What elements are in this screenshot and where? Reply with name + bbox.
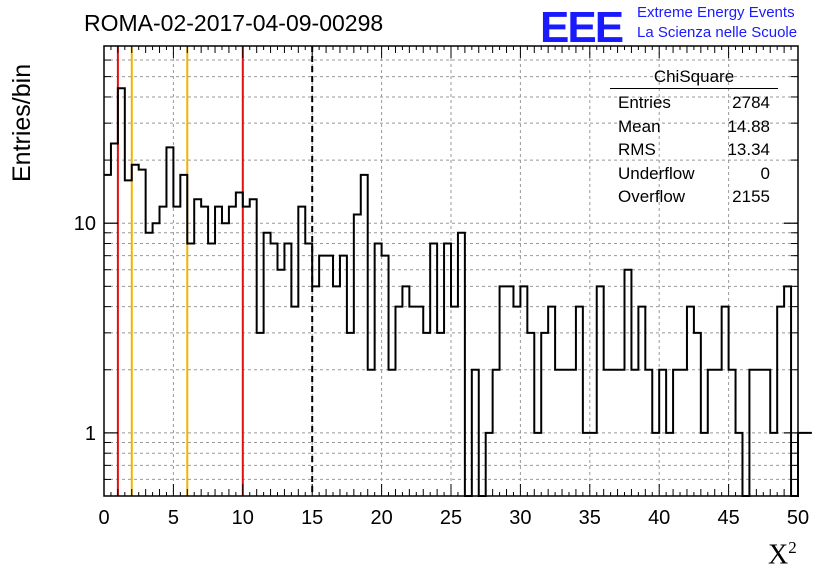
histogram-bin	[173, 207, 180, 496]
histogram-bin	[507, 286, 514, 496]
stats-value: 2155	[732, 187, 770, 206]
histogram-bin	[437, 333, 444, 496]
histogram-bin	[798, 433, 805, 496]
histogram-bin	[257, 333, 264, 496]
x-tick-label: 10	[232, 507, 254, 529]
stats-label: Overflow	[618, 187, 686, 206]
stats-value: 14.88	[727, 116, 770, 136]
stats-divider	[610, 88, 778, 89]
stats-label: Underflow	[618, 163, 695, 183]
logo-line-1: Extreme Energy Events	[637, 4, 795, 21]
histogram-bin	[722, 307, 729, 496]
y-tick-label: 1	[85, 423, 96, 445]
histogram-bin	[340, 256, 347, 496]
stats-row: Entries 2784	[610, 91, 778, 115]
histogram-bin	[354, 215, 361, 496]
histogram-bin	[278, 270, 285, 496]
histogram-bin	[298, 207, 305, 496]
histogram-bin	[118, 88, 125, 496]
histogram-bin	[541, 333, 548, 496]
histogram-bin	[333, 286, 340, 496]
histogram-bin	[402, 286, 409, 496]
histogram-bin	[153, 223, 160, 496]
stats-row: Mean 14.88	[610, 115, 778, 139]
histogram-bin	[527, 333, 534, 496]
x-tick-label: 5	[168, 507, 179, 529]
histogram-bin	[694, 333, 701, 496]
histogram-bin	[319, 256, 326, 496]
eee-logo: EEE	[540, 3, 624, 52]
histogram-bin	[146, 233, 153, 496]
stats-value: 0	[760, 163, 770, 183]
stats-value: 13.34	[727, 140, 770, 159]
x-axis-title-base: X	[768, 539, 789, 571]
histogram-outline	[104, 87, 812, 497]
histogram-bin	[395, 307, 402, 496]
x-tick-label: 15	[301, 507, 323, 529]
histogram-bin	[520, 286, 527, 496]
stats-label: Mean	[618, 116, 661, 136]
histogram-bin	[312, 286, 319, 496]
histogram-bin	[243, 207, 250, 496]
histogram-bin	[160, 207, 167, 496]
x-tick-label: 40	[648, 507, 670, 529]
histogram-bin	[264, 233, 271, 496]
x-tick-label: 50	[787, 507, 809, 529]
stats-title: ChiSquare	[653, 67, 735, 86]
histogram-bin	[201, 207, 208, 496]
x-tick-label: 35	[579, 507, 601, 529]
x-axis-title: X2	[768, 538, 797, 571]
histogram-bin	[625, 270, 632, 496]
histogram-bin	[229, 207, 236, 496]
y-tick-label: 10	[74, 213, 96, 235]
histogram-bin	[784, 286, 791, 496]
stats-row: Overflow 2155	[610, 185, 778, 209]
stats-box: ChiSquare Entries 2784 Mean 14.88 RMS 13.34 Un…	[610, 66, 778, 209]
x-tick-label: 45	[717, 507, 739, 529]
x-tick-label: 25	[440, 507, 462, 529]
y-axis-title: Entries/bin	[8, 63, 36, 182]
histogram-bin	[236, 193, 243, 496]
stats-row: Underflow 0	[610, 162, 778, 186]
x-axis-title-exponent: 2	[788, 538, 797, 557]
histogram-bin	[132, 165, 139, 496]
run-title: ROMA-02-2017-04-09-00298	[84, 10, 384, 36]
histogram-bin	[513, 307, 520, 496]
logo-line-2: La Scienza nelle Scuole	[637, 24, 798, 41]
histogram-bin	[500, 286, 507, 496]
histogram-bin	[326, 256, 333, 496]
histogram-bin	[777, 307, 784, 496]
histogram-bin	[458, 233, 465, 496]
histogram-bin	[638, 307, 645, 496]
histogram-bin	[347, 333, 354, 496]
x-tick-label: 30	[509, 507, 531, 529]
x-tick-label: 20	[370, 507, 392, 529]
histogram-bin	[423, 333, 430, 496]
histogram-bin	[687, 307, 694, 496]
stats-label: RMS	[618, 140, 656, 159]
stats-value: 2784	[732, 93, 770, 112]
histogram-bin	[451, 307, 458, 496]
histogram-bin	[409, 307, 416, 496]
histogram-bin	[215, 207, 222, 496]
histogram-bin	[597, 286, 604, 496]
histogram-bin	[291, 307, 298, 496]
x-tick-label: 0	[98, 507, 109, 529]
histogram-bin	[382, 256, 389, 496]
histogram-bin	[125, 180, 132, 496]
histogram-bin	[166, 147, 173, 496]
histogram-bin	[805, 433, 812, 496]
stats-row: RMS 13.34	[610, 138, 778, 162]
histogram-bin	[111, 143, 118, 496]
histogram-bin	[222, 223, 229, 496]
histogram-bin	[548, 307, 555, 496]
histogram-bin	[416, 307, 423, 496]
histogram-bin	[576, 307, 583, 496]
stats-label: Entries	[618, 93, 671, 112]
